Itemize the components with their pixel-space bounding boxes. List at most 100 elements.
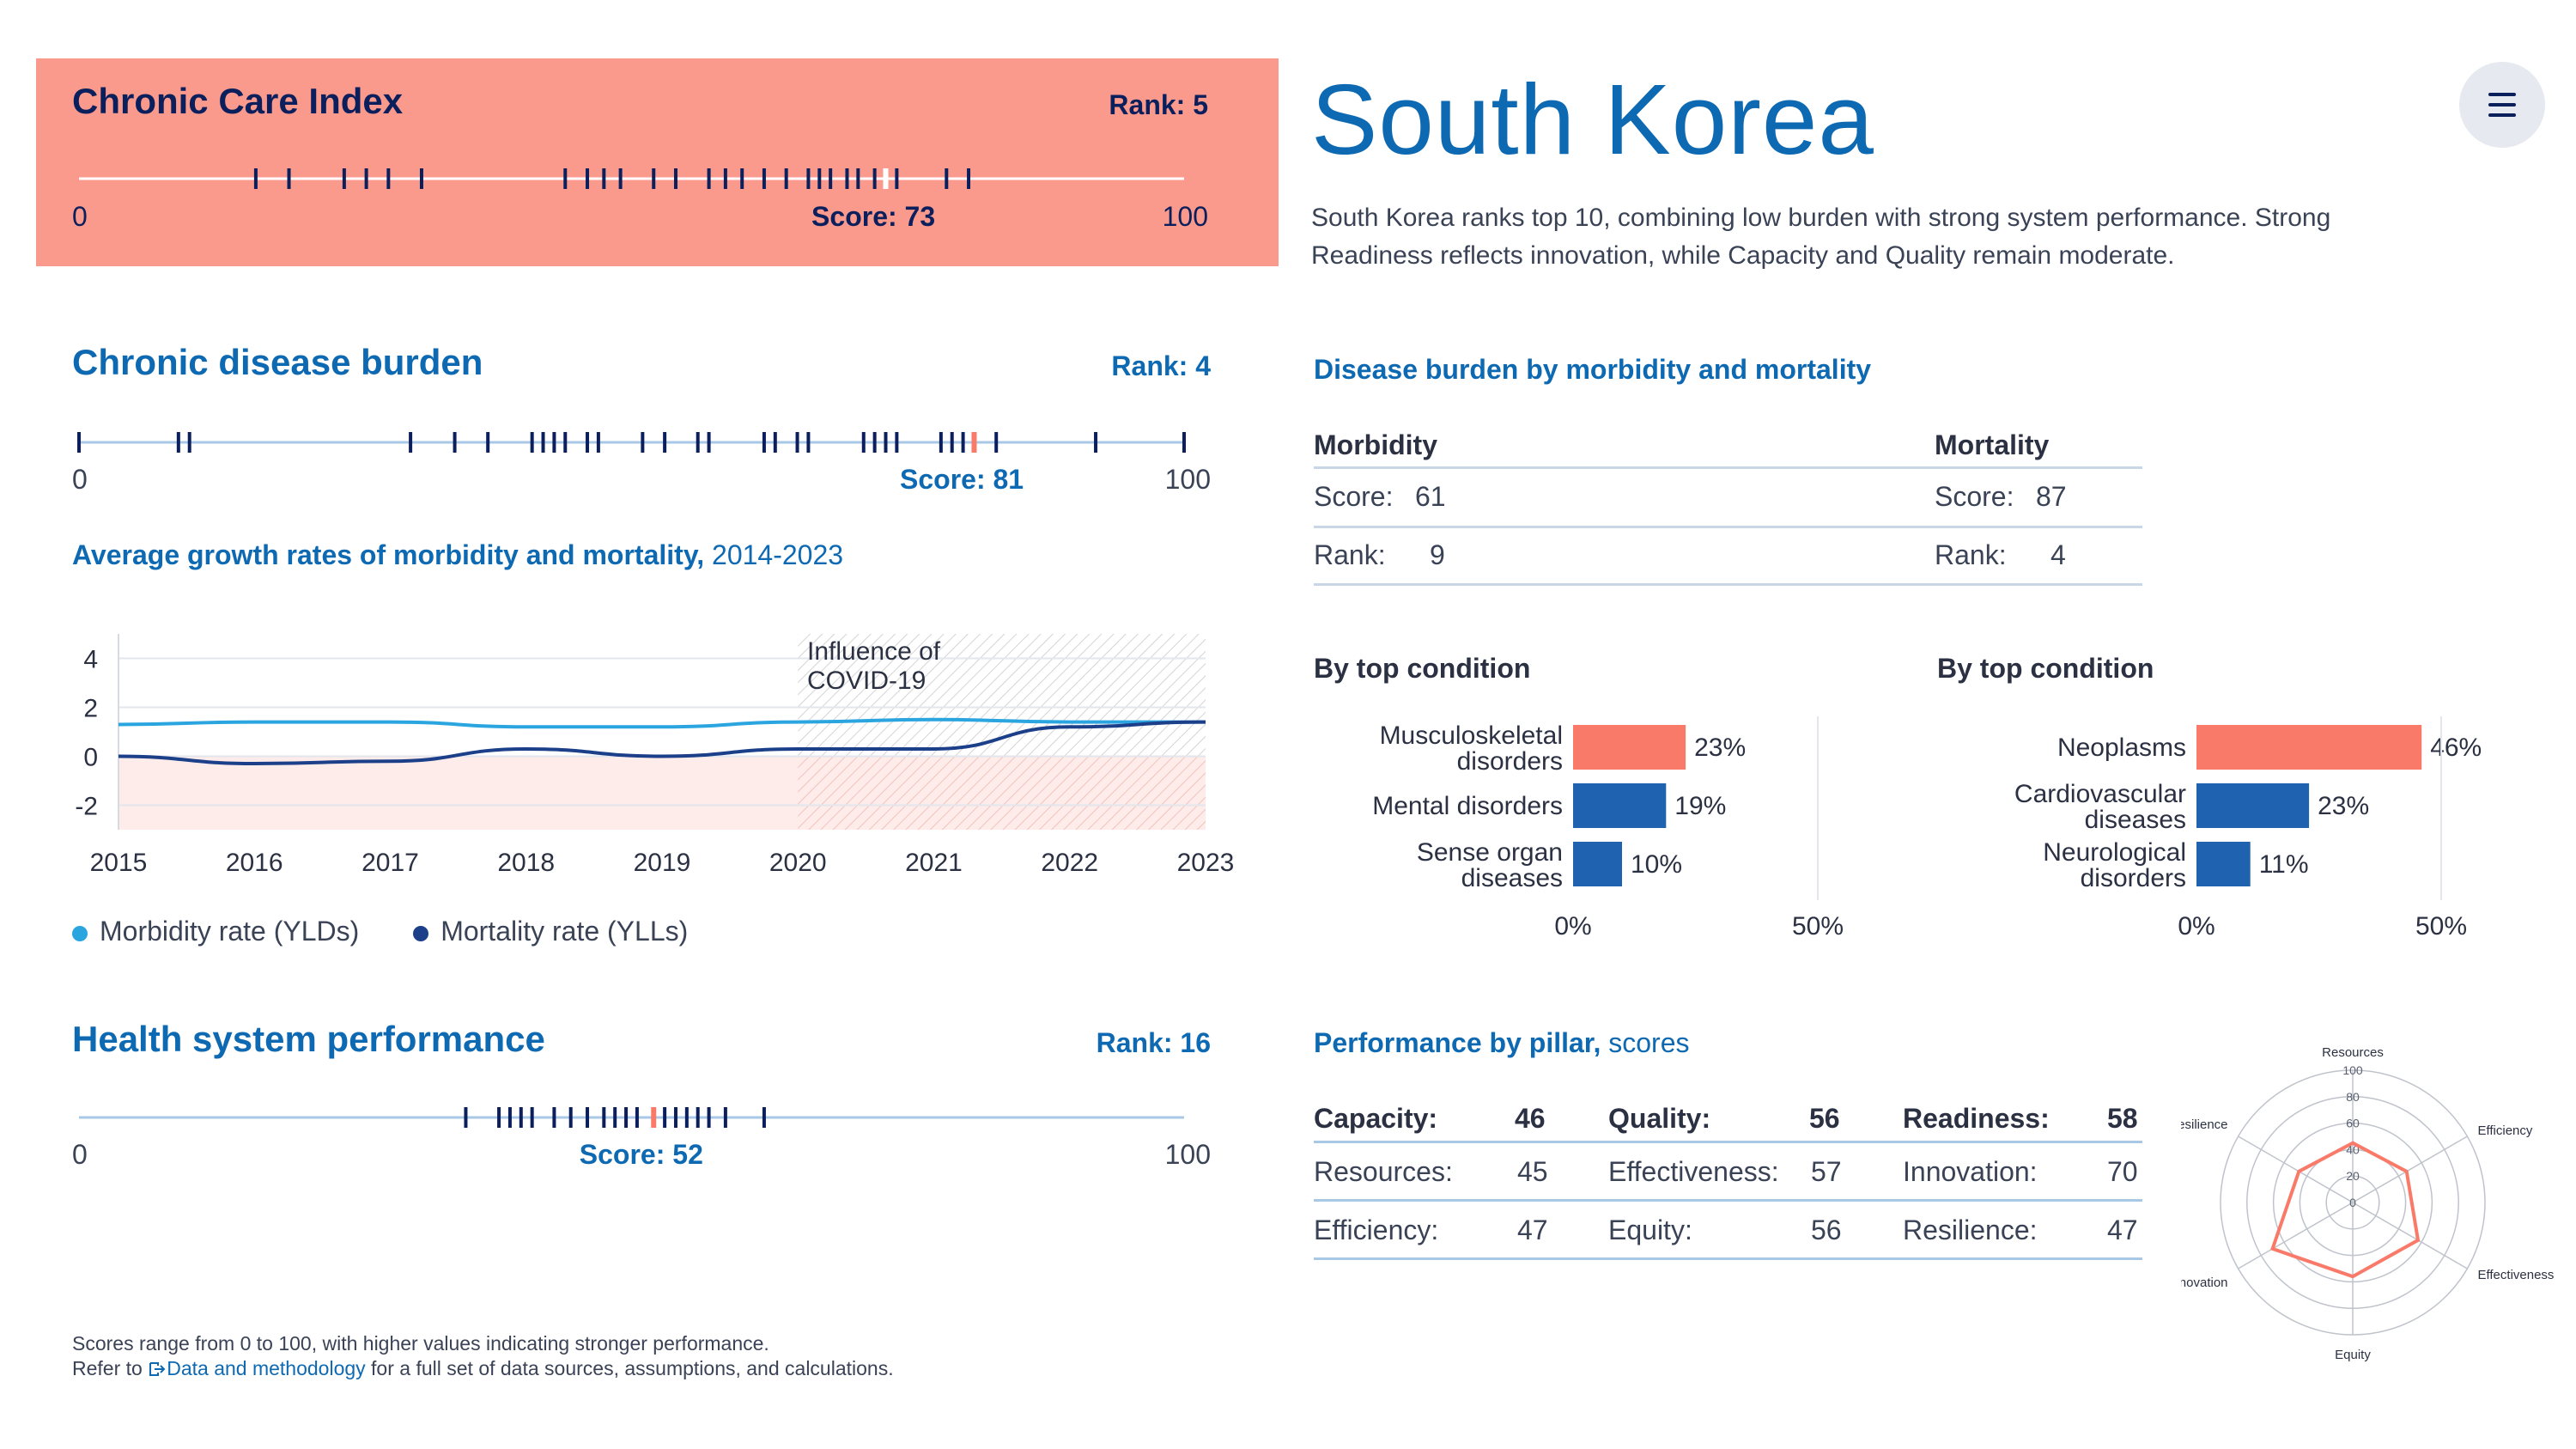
condition-label: Sense organ — [1417, 838, 1563, 867]
axis-min-label: 0% — [2178, 912, 2215, 941]
morbidity-dot-icon — [72, 925, 88, 941]
covid-label-line2: COVID-19 — [807, 667, 927, 695]
conditions-left-chart: 23% Musculoskeletal disorders 19% Mental dis… — [1314, 709, 1915, 950]
performance-min: 0 — [72, 1139, 88, 1170]
burden-title: Chronic disease burden — [72, 342, 483, 382]
radar-axis-label: Innovation — [2181, 1275, 2228, 1290]
x-tick-label: 2018 — [497, 849, 555, 876]
covid-annotation: Influence of COVID-19 — [807, 637, 940, 696]
legend-morbidity-label: Morbidity rate (YLDs) — [100, 916, 360, 947]
cci-rank: Rank: 5 — [1109, 89, 1208, 120]
resilience-value: 47 — [2107, 1215, 2138, 1245]
external-link-icon — [149, 1362, 166, 1376]
pillars-title-text: Performance by pillar, — [1314, 1027, 1601, 1058]
footer-note: Scores range from 0 to 100, with higher … — [72, 1331, 894, 1381]
menu-button[interactable] — [2459, 62, 2545, 148]
y-tick-label: 0 — [83, 744, 98, 772]
axis-min-label: 0% — [1554, 912, 1591, 941]
pillars-title: Performance by pillar, scores — [1314, 1027, 1690, 1059]
x-tick-label: 2022 — [1041, 849, 1098, 876]
growth-line-chart: 4 2 0 -2 2015 2016 2017 2018 2019 2020 2021 2022 202… — [75, 634, 1234, 876]
radar-axis-label: Efficiency — [2477, 1123, 2532, 1138]
pillar-radar-chart: Resources Efficiency Effectiveness Equity In… — [2181, 1045, 2554, 1362]
cci-max: 100 — [1162, 201, 1208, 232]
radar-tick-label: 20 — [2346, 1169, 2360, 1183]
capacity-label: Capacity: — [1314, 1103, 1438, 1134]
morbidity-score: 61 — [1415, 481, 1446, 512]
conditions-right-title: By top condition — [1937, 653, 2154, 684]
radar-axis-label: Resources — [2322, 1045, 2384, 1060]
condition-label: Musculoskeletal — [1380, 721, 1563, 750]
morbidity-line — [118, 717, 1206, 729]
morbidity-score-label: Score: — [1314, 481, 1394, 512]
morbidity-rank-label: Rank: — [1314, 539, 1386, 570]
x-tick-label: 2019 — [634, 849, 691, 876]
condition-value-label: 11% — [2259, 850, 2309, 879]
condition-label: Neoplasms — [2057, 734, 2186, 762]
covid-label-line1: Influence of — [807, 637, 941, 666]
performance-max: 100 — [1164, 1139, 1211, 1170]
efficiency-value: 47 — [1517, 1215, 1548, 1245]
resilience-label: Resilience: — [1903, 1215, 2038, 1245]
efficiency-label: Efficiency: — [1314, 1215, 1439, 1245]
footer-line1: Scores range from 0 to 100, with higher … — [72, 1332, 769, 1355]
x-tick-label: 2016 — [226, 849, 283, 876]
equity-value: 56 — [1811, 1215, 1842, 1245]
chronic-care-index-panel: Chronic Care Index Rank: 5 0 Score: 73 1… — [36, 58, 1279, 266]
pillar-divider — [1314, 1141, 2142, 1143]
condition-bar — [2196, 725, 2422, 770]
conditions-right-chart: 46% Neoplasms 23% Cardiovascular diseases 11%… — [1937, 709, 2538, 950]
footer-post: for a full set of data sources, assumpti… — [371, 1357, 894, 1379]
condition-label: Cardiovascular — [2014, 780, 2186, 808]
growth-legend: Morbidity rate (YLDs) Mortality rate (YL… — [72, 916, 688, 947]
condition-bar — [1573, 842, 1622, 886]
burden-max: 100 — [1164, 464, 1211, 495]
mortality-rank-label: Rank: — [1935, 539, 2007, 570]
performance-title: Health system performance — [72, 1019, 545, 1059]
legend-morbidity: Morbidity rate (YLDs) — [72, 916, 359, 947]
legend-mortality-label: Mortality rate (YLLs) — [440, 916, 689, 947]
country-title: South Korea — [1311, 64, 1874, 175]
burden-strip-plot — [77, 432, 1186, 453]
mortality-score: 87 — [2036, 481, 2067, 512]
mortality-score-label: Score: — [1935, 481, 2014, 512]
table-divider — [1314, 583, 2142, 586]
condition-label: disorders — [1457, 747, 1563, 776]
effectiveness-label: Effectiveness: — [1608, 1156, 1779, 1187]
performance-rank: Rank: 16 — [1096, 1027, 1211, 1058]
axis-max-label: 50% — [2415, 912, 2467, 941]
radar-tick-label: 80 — [2346, 1090, 2360, 1104]
radar-spoke — [2238, 1135, 2354, 1203]
mortality-dot-icon — [413, 925, 429, 941]
mortality-header: Mortality — [1935, 429, 2050, 460]
mortality-line — [118, 720, 1206, 766]
condition-label: Neurological — [2043, 838, 2186, 867]
growth-title-text: Average growth rates of morbidity and mo… — [72, 539, 705, 570]
condition-bar — [2196, 842, 2251, 886]
radar-axis-label: Resilience — [2181, 1117, 2228, 1132]
cci-title: Chronic Care Index — [72, 81, 404, 121]
axis-max-label: 50% — [1792, 912, 1844, 941]
quality-label: Quality: — [1608, 1103, 1711, 1134]
cci-strip-plot — [79, 168, 1184, 189]
condition-value-label: 23% — [2318, 792, 2369, 820]
methodology-link-text: Data and methodology — [167, 1357, 366, 1379]
resources-value: 45 — [1517, 1156, 1548, 1187]
radar-axis-label: Equity — [2335, 1348, 2371, 1362]
condition-label: diseases — [1461, 864, 1563, 892]
conditions-left-title: By top condition — [1314, 653, 1531, 684]
burden-min: 0 — [72, 464, 88, 495]
condition-value-label: 23% — [1694, 734, 1746, 762]
condition-value-label: 46% — [2430, 734, 2482, 762]
x-tick-label: 2015 — [90, 849, 148, 876]
burden-detail-title: Disease burden by morbidity and mortalit… — [1314, 354, 1872, 385]
quality-value: 56 — [1809, 1103, 1840, 1134]
y-tick-label: -2 — [75, 793, 98, 821]
radar-spoke — [2238, 1202, 2354, 1269]
hamburger-menu-icon — [2488, 93, 2516, 117]
x-tick-label: 2020 — [769, 849, 827, 876]
capacity-value: 46 — [1515, 1103, 1546, 1134]
methodology-link[interactable]: Data and methodology — [148, 1357, 366, 1379]
